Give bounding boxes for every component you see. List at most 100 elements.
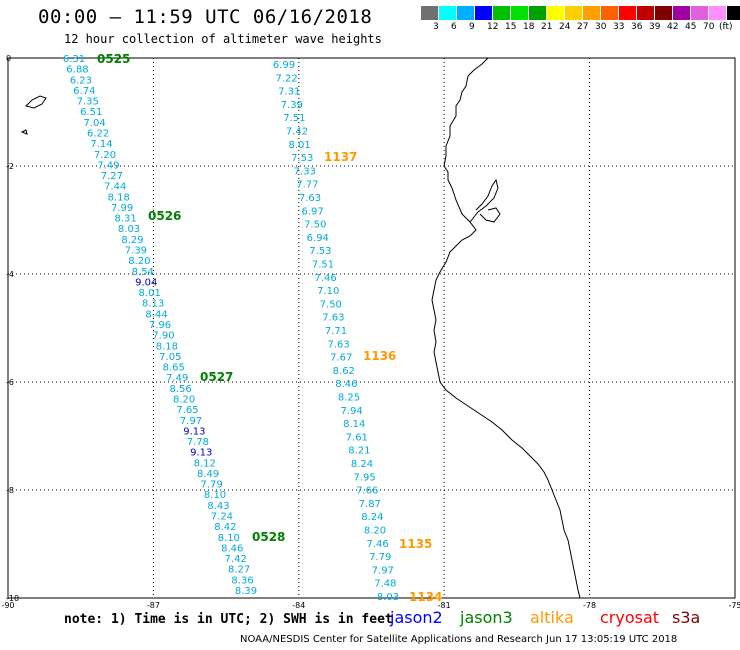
- wave-height-label: 8.49: [197, 469, 219, 480]
- wave-height-label: 8.03: [377, 592, 399, 603]
- wave-height-label: 7.20: [94, 150, 116, 161]
- wave-height-label: 7.50: [320, 299, 342, 310]
- color-swatch: [529, 6, 547, 20]
- wave-height-label: 7.71: [325, 326, 347, 337]
- wave-height-label: 6.51: [80, 107, 102, 118]
- note-text: note: 1) Time is in UTC; 2) SWH is in fe…: [64, 612, 393, 627]
- wave-height-label: 8.42: [214, 522, 236, 533]
- wave-height-label: 7.97: [180, 416, 202, 427]
- wave-height-label: 6.97: [301, 206, 323, 217]
- color-scale-label: 24: [559, 22, 571, 32]
- wave-height-label: 7.49: [166, 373, 188, 384]
- color-scale-label: 30: [595, 22, 607, 32]
- legend-item-jason2: jason2: [390, 608, 443, 627]
- legend-item-altika: altika: [530, 608, 574, 627]
- wave-height-label: 8.54: [132, 267, 154, 278]
- color-swatch: [475, 6, 493, 20]
- wave-height-label: 7.77: [296, 180, 318, 191]
- wave-height-label: 8.31: [114, 214, 136, 225]
- wave-height-label: 8.39: [235, 586, 257, 597]
- lon-tick-label: -81: [438, 601, 451, 610]
- lat-tick-label: -4: [6, 270, 14, 279]
- pass-id-label: 1137: [324, 150, 357, 164]
- legend-item-s3a: s3a: [672, 608, 701, 627]
- wave-height-label: 7.79: [369, 552, 391, 563]
- color-scale-label: 45: [685, 22, 697, 32]
- wave-height-label: 7.94: [340, 406, 362, 417]
- wave-height-label: 8.56: [170, 384, 192, 395]
- wave-height-label: 8.46: [221, 543, 243, 554]
- color-scale-label: 6: [451, 22, 457, 32]
- footer-credit: NOAA/NESDIS Center for Satellite Applica…: [240, 634, 678, 645]
- wave-height-label: 7.05: [159, 352, 181, 363]
- color-scale-label: 70: [703, 22, 715, 32]
- color-swatch: [619, 6, 637, 20]
- color-scale-label: 33: [613, 22, 625, 32]
- wave-height-label: 7.63: [322, 313, 344, 324]
- wave-height-label: 7.14: [90, 139, 112, 150]
- color-swatch: [439, 6, 457, 20]
- island-path: [479, 207, 501, 223]
- chart-subtitle: 12 hour collection of altimeter wave hei…: [64, 32, 382, 46]
- wave-height-label: 7.10: [317, 286, 339, 297]
- color-scale-bar: [421, 6, 740, 20]
- color-scale-label: 12: [487, 22, 499, 32]
- coastline-path: [431, 57, 581, 599]
- wave-height-label: 7.96: [149, 320, 171, 331]
- wave-height-label: 6.74: [73, 86, 95, 97]
- color-scale-label: 36: [631, 22, 643, 32]
- pass-id-label: 1134: [409, 590, 442, 604]
- lon-tick-label: -87: [147, 601, 160, 610]
- wave-height-label: 7.51: [312, 260, 334, 271]
- wave-height-label: 8.46: [335, 379, 357, 390]
- wave-height-label: 7.63: [299, 193, 321, 204]
- wave-height-label: 7.90: [152, 331, 174, 342]
- wave-height-label: 7.99: [111, 203, 133, 214]
- altimeter-tracks: 6.316.886.236.747.356.517.046.227.147.20…: [63, 54, 399, 603]
- wave-height-label: 7.51: [283, 113, 305, 124]
- legend-item-jason3: jason3: [460, 608, 513, 627]
- color-scale-label: 15: [505, 22, 517, 32]
- wave-height-label: 8.43: [207, 501, 229, 512]
- pass-id-label: 0526: [148, 209, 181, 223]
- lat-tick-label: -8: [6, 486, 14, 495]
- chart-title: 00:00 – 11:59 UTC 06/16/2018: [38, 6, 373, 28]
- wave-height-label: 7.65: [176, 405, 198, 416]
- island-path: [20, 129, 28, 135]
- wave-height-label: 7.49: [97, 160, 119, 171]
- color-scale-label: 39: [649, 22, 661, 32]
- wave-height-label: 7.22: [275, 73, 297, 84]
- wave-height-label: 7.53: [309, 246, 331, 257]
- wave-height-label: 9.13: [190, 448, 212, 459]
- wave-height-label: 7.48: [374, 579, 396, 590]
- wave-height-label: 8.10: [204, 490, 226, 501]
- wave-height-label: 7.46: [366, 539, 388, 550]
- color-scale-label: 9: [469, 22, 475, 32]
- gulf-path: [469, 178, 499, 223]
- wave-height-label: 7.53: [291, 153, 313, 164]
- wave-height-label: 8.01: [139, 288, 161, 299]
- wave-height-label: 8.12: [194, 458, 216, 469]
- color-swatch: [511, 6, 529, 20]
- color-swatch: [727, 6, 740, 20]
- wave-height-label: 8.21: [348, 446, 370, 457]
- color-swatch: [709, 6, 727, 20]
- wave-height-label: 7.66: [356, 486, 378, 497]
- color-scale-label: 27: [577, 22, 589, 32]
- wave-height-label: 7.95: [353, 472, 375, 483]
- pass-labels: 0525 0526 0527 0528 1137 1136 1135 1134: [97, 52, 442, 604]
- wave-height-label: 8.24: [351, 459, 373, 470]
- wave-height-label: 7.97: [372, 565, 394, 576]
- color-scale-label: (ft): [719, 22, 733, 32]
- wave-height-label: 9.13: [183, 426, 205, 437]
- wave-height-label: 7.67: [330, 353, 352, 364]
- lat-tick-label: 0: [6, 54, 11, 63]
- wave-height-label: 8.27: [228, 565, 250, 576]
- wave-height-label: 8.13: [142, 299, 164, 310]
- wave-height-label: 8.25: [338, 393, 360, 404]
- lon-tick-label: -75: [728, 601, 740, 610]
- wave-height-label: 7.33: [294, 166, 316, 177]
- wave-height-label: 6.22: [87, 128, 109, 139]
- color-swatch: [691, 6, 709, 20]
